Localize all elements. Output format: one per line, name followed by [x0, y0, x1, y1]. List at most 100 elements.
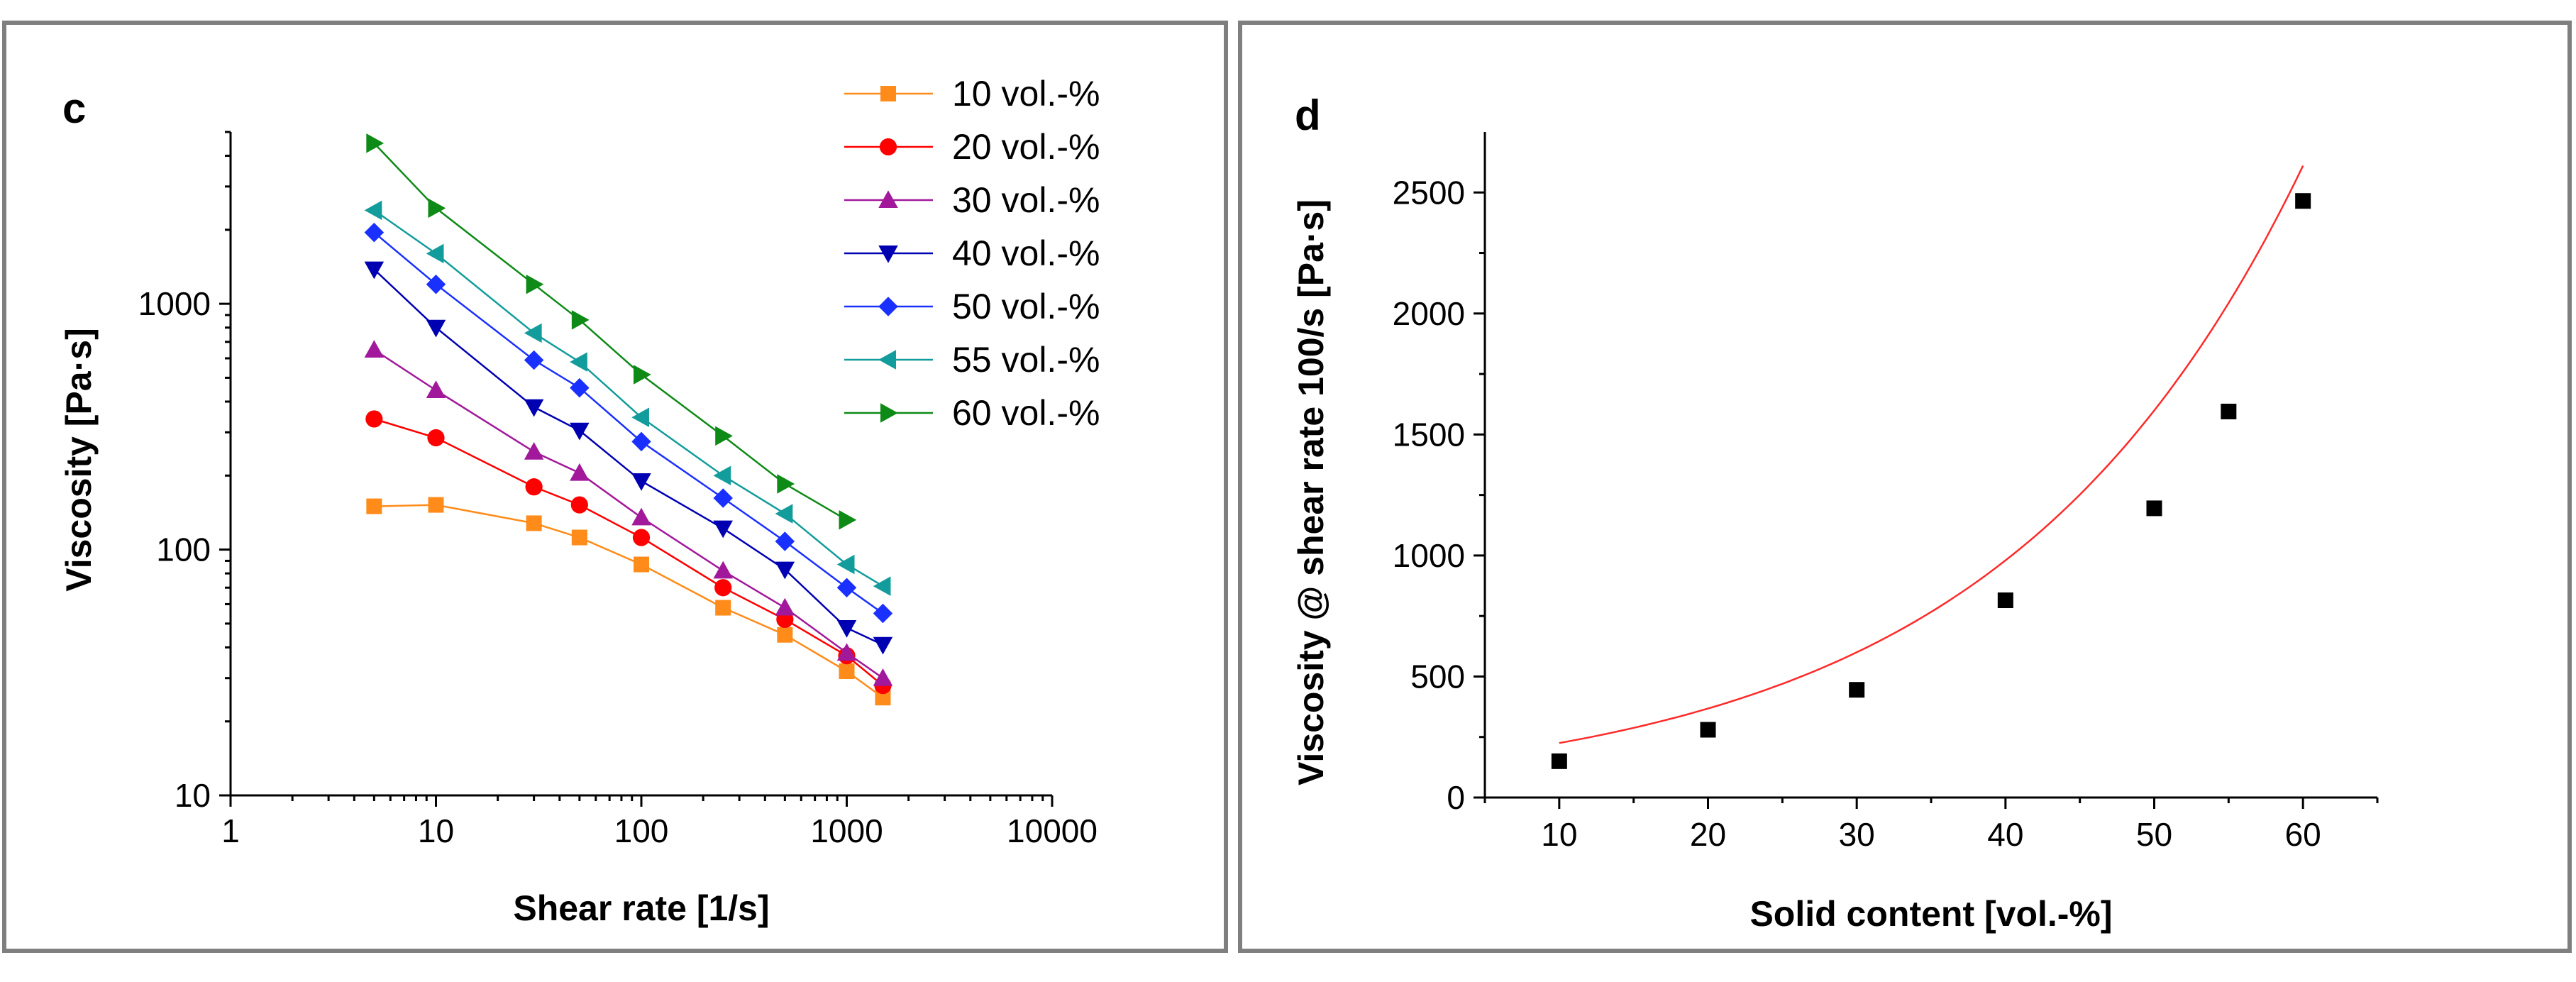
panel-c-data-point	[570, 463, 590, 481]
panel-c-legend-marker	[878, 350, 896, 370]
panel-c-data-point	[873, 668, 893, 686]
panel-d-label: d	[1295, 92, 1321, 139]
panel-c-legend-marker	[878, 297, 898, 316]
panel-c-data-point	[426, 274, 446, 294]
panel-d-chart: d 10 20 30 40 50 60 0 500 1000 1500 2000 2500 Solid…	[1291, 92, 2379, 934]
panel-c-data-point	[631, 431, 651, 452]
panel-c-data-point	[366, 133, 385, 153]
panel-c-data-point	[775, 597, 795, 616]
panel-d-x-tick-label: 50	[2136, 816, 2172, 853]
panel-c-legend-label: 50 vol.-%	[952, 287, 1100, 326]
panel-d-data-point	[1551, 753, 1567, 769]
panel-c-legend-entry: 60 vol.-%	[844, 393, 1100, 433]
panel-c-series-7	[366, 133, 857, 530]
panel-c-data-point	[715, 426, 733, 446]
panel-c-data-point	[839, 510, 857, 530]
panel-c-data-point	[570, 377, 590, 398]
panel-c-x-axis-title: Shear rate [1/s]	[513, 888, 769, 928]
panel-d-x-tick-label: 60	[2285, 816, 2321, 853]
panel-c-data-point	[839, 663, 855, 680]
panel-d-y-tick-label: 0	[1447, 779, 1465, 816]
panel-c-data-point	[364, 261, 385, 280]
panel-c-data-point	[713, 488, 733, 508]
panel-d-series-1	[1551, 193, 2311, 769]
panel-c-data-point	[631, 473, 651, 491]
panel-d-y-tick-label: 1500	[1393, 416, 1465, 453]
panel-c-legend-entry: 20 vol.-%	[844, 127, 1100, 167]
panel-c-legend-label: 30 vol.-%	[952, 180, 1100, 220]
panel-c-data-point	[365, 410, 383, 428]
panel-c-x-tick-label: 1	[221, 812, 240, 849]
panel-c-data-point	[571, 529, 587, 546]
panel-d-fit-curve	[1559, 165, 2304, 744]
panel-d-data-point	[2295, 193, 2311, 209]
panel-c-legend-entry: 30 vol.-%	[844, 180, 1100, 220]
panel-c-series-6	[364, 200, 891, 596]
panel-c-data-point	[775, 561, 795, 580]
panel-c-data-point	[634, 365, 651, 385]
panel-d-data-point	[1997, 592, 2013, 609]
panel-c-data-point	[570, 422, 590, 441]
panel-c-data-point	[775, 531, 795, 551]
panel-c-data-point	[364, 340, 385, 358]
panel-c-data-point	[428, 198, 446, 219]
panel-c-legend-label: 10 vol.-%	[952, 74, 1100, 114]
panel-c-data-point	[873, 576, 891, 596]
panel-c-data-point	[526, 274, 544, 294]
panel-c-data-point	[714, 579, 732, 597]
panel-c-data-point	[525, 478, 543, 496]
panel-d-y-tick-label: 2000	[1393, 295, 1465, 332]
panel-c-x-tick-label: 1000	[810, 812, 883, 849]
panel-c-label: c	[62, 84, 86, 132]
panel-c-x-tick-label: 100	[614, 812, 669, 849]
panel-d-y-tick-label: 500	[1410, 658, 1465, 695]
panel-c-data-point	[713, 465, 731, 486]
panel-c-data-point	[631, 507, 651, 526]
panel-c-y-tick-label: 10	[175, 777, 211, 814]
panel-d-x-tick-label: 10	[1541, 816, 1577, 853]
panel-c-series-3	[364, 340, 893, 686]
panel-d-data-point	[1849, 682, 1865, 698]
panel-c-data-point	[364, 200, 382, 221]
panel-c-series-5	[364, 222, 893, 624]
panel-c-data-point	[426, 243, 444, 264]
panel-c-data-point	[524, 323, 542, 343]
panel-c-data-point	[426, 380, 446, 398]
panel-c-y-axis-title: Viscosity [Pa·s]	[59, 328, 99, 591]
panel-c-legend-entry: 55 vol.-%	[844, 340, 1100, 380]
panel-c-data-point	[777, 627, 793, 643]
panel-d-x-tick-label: 20	[1690, 816, 1726, 853]
panel-c-data-point	[426, 319, 446, 338]
panel-d-x-tick-label: 30	[1839, 816, 1875, 853]
panel-d-y-tick-label: 1000	[1393, 537, 1465, 574]
panel-c-data-point	[713, 520, 733, 539]
panel-d-data-point	[2146, 500, 2162, 517]
panel-d-x-axis-title: Solid content [vol.-%]	[1749, 894, 2112, 934]
panel-c-legend-label: 20 vol.-%	[952, 127, 1100, 167]
panel-c-legend-entry: 40 vol.-%	[844, 233, 1100, 273]
panel-c-x-tick-label: 10000	[1007, 812, 1098, 849]
panel-c-legend-marker	[880, 86, 896, 101]
panel-c-data-point	[715, 600, 731, 616]
panel-c-legend-marker	[878, 246, 898, 263]
panel-c-legend-marker	[880, 403, 898, 423]
panel-c-y-tick-label: 100	[156, 531, 211, 568]
panel-c-data-point	[632, 529, 651, 546]
panel-c-data-point	[836, 554, 855, 575]
panel-c-legend-label: 40 vol.-%	[952, 233, 1100, 273]
panel-c-x-tick-label: 10	[418, 812, 454, 849]
panel-c-legend-entry: 50 vol.-%	[844, 287, 1100, 326]
panel-c-data-point	[631, 407, 649, 428]
panel-d-data-point	[2221, 403, 2237, 419]
panel-d-x-tick-label: 40	[1987, 816, 2023, 853]
panel-c-data-point	[634, 556, 649, 573]
panel-c-data-point	[875, 690, 891, 706]
panel-c-data-point	[873, 636, 893, 655]
panel-c-data-point	[526, 515, 542, 531]
panel-d-y-tick-label: 2500	[1393, 174, 1465, 211]
panel-c-data-point	[836, 643, 857, 661]
panel-c-data-point	[775, 504, 793, 524]
panel-c-legend-entry: 10 vol.-%	[844, 74, 1100, 114]
panel-c-data-point	[524, 350, 544, 370]
